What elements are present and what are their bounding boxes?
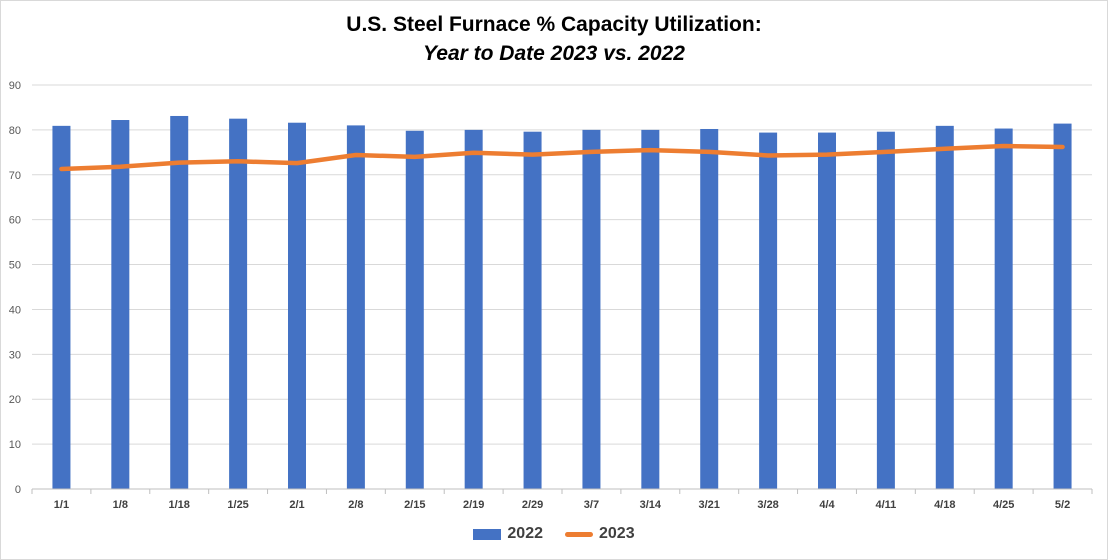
chart-title: U.S. Steel Furnace % Capacity Utilizatio… <box>346 13 762 36</box>
x-tick-label: 3/7 <box>584 499 599 511</box>
legend: 2022 2023 <box>0 525 1108 543</box>
bar-2022 <box>759 132 778 490</box>
y-tick-label: 60 <box>9 215 21 227</box>
bar-2022 <box>229 118 248 490</box>
x-tick-label: 1/1 <box>54 499 69 511</box>
bar-2022 <box>700 128 719 490</box>
line-series-2023 <box>59 143 1065 172</box>
x-tick-label: 1/18 <box>169 499 190 511</box>
bar-2022 <box>288 122 306 489</box>
x-tick-label: 4/18 <box>934 499 955 511</box>
legend-swatch-2022 <box>473 528 502 540</box>
y-tick-label: 80 <box>9 125 21 137</box>
x-tick-label: 4/25 <box>993 499 1014 511</box>
bar-2022 <box>994 128 1013 489</box>
x-tick-label: 4/11 <box>875 499 896 511</box>
y-tick-label: 20 <box>9 394 21 406</box>
x-tick-label: 5/2 <box>1055 499 1070 511</box>
y-tick-label: 0 <box>15 484 21 496</box>
x-tick-label: 2/1 <box>289 499 304 511</box>
bar-2022 <box>111 120 130 489</box>
bar-2022 <box>935 125 954 490</box>
x-tick-label: 3/21 <box>699 499 720 511</box>
legend-label-2023: 2023 <box>599 525 635 542</box>
bar-2022 <box>641 129 660 489</box>
legend-item-2023[interactable]: 2023 <box>565 525 635 543</box>
bar-2022 <box>876 131 895 489</box>
bar-2022 <box>346 125 365 490</box>
line-2023 <box>59 143 1065 172</box>
x-tick-label: 3/14 <box>640 499 662 511</box>
x-tick-label: 1/25 <box>227 499 248 511</box>
y-tick-label: 90 <box>9 80 21 92</box>
x-tick-label: 2/8 <box>348 499 363 511</box>
x-tick-label: 4/4 <box>819 499 835 511</box>
chart-plot: 0 10 20 30 40 50 60 70 80 90 1/1 1/8 1/18 1/25 2/1 2/8… <box>9 80 1093 511</box>
bar-2022 <box>818 132 836 490</box>
bar-2022 <box>523 131 542 489</box>
y-tick-label: 50 <box>9 260 21 272</box>
x-tick-label: 2/15 <box>404 499 425 511</box>
y-tick-label: 70 <box>9 170 21 182</box>
bar-2022 <box>170 115 189 490</box>
bars-series-2022 <box>52 115 1072 490</box>
legend-item-2022[interactable]: 2022 <box>473 525 543 543</box>
y-tick-label: 40 <box>9 304 21 316</box>
bar-2022 <box>405 130 424 489</box>
y-tick-label: 10 <box>9 439 21 451</box>
y-axis-ticks: 0 10 20 30 40 50 60 70 80 90 <box>9 80 21 496</box>
y-tick-label: 30 <box>9 349 21 361</box>
legend-label-2022: 2022 <box>507 525 543 542</box>
x-tick-label: 3/28 <box>757 499 778 511</box>
gridlines <box>32 84 1092 445</box>
bar-2022 <box>1053 123 1072 490</box>
x-axis: 1/1 1/8 1/18 1/25 2/1 2/8 2/15 2/19 2/29 3/7 3/14 3… <box>31 488 1093 511</box>
x-tick-label: 2/29 <box>522 499 543 511</box>
bar-2022 <box>582 129 601 489</box>
chart-subtitle: Year to Date 2023 vs. 2022 <box>423 42 685 65</box>
x-tick-label: 2/19 <box>463 499 484 511</box>
x-tick-label: 1/8 <box>113 499 128 511</box>
legend-swatch-2023 <box>565 531 593 537</box>
bar-2022 <box>464 129 483 489</box>
bar-2022 <box>52 125 71 490</box>
